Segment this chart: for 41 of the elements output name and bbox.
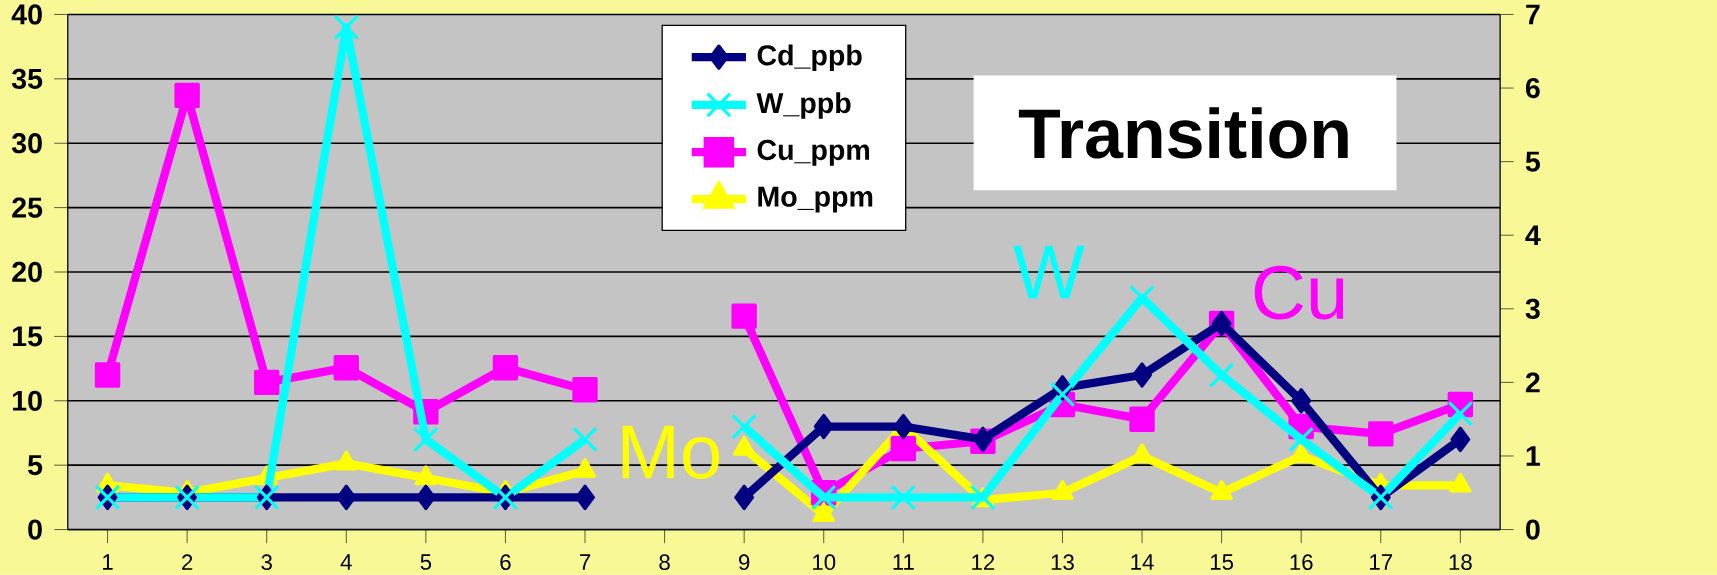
y-tick-label: 30 bbox=[11, 133, 42, 154]
legend-label: Mo_ppm bbox=[758, 186, 873, 213]
legend-label: W_ppb bbox=[756, 92, 851, 119]
y-tick-label: 0 bbox=[28, 519, 42, 540]
y-tick-label: 5 bbox=[28, 455, 43, 476]
legend-label: Cu_ppm bbox=[757, 139, 870, 166]
x-tick-label: 3 bbox=[261, 554, 272, 571]
x-tick-label: 18 bbox=[1449, 554, 1472, 571]
x-tick-label: 6 bbox=[500, 554, 511, 571]
x-tick-label: 14 bbox=[1131, 554, 1154, 570]
annotation: Transition bbox=[1018, 107, 1348, 159]
x-tick-label: 8 bbox=[659, 554, 670, 571]
annotation: Cu bbox=[1254, 265, 1344, 320]
x-tick-label: 15 bbox=[1210, 554, 1234, 570]
y2-tick-label: 2 bbox=[1525, 372, 1540, 393]
y2-tick-label: 4 bbox=[1525, 225, 1541, 246]
legend-label: Cd_ppb bbox=[757, 44, 862, 72]
x-tick-label: 4 bbox=[340, 554, 352, 570]
y2-tick-label: 0 bbox=[1526, 519, 1540, 540]
y-tick-label: 20 bbox=[12, 262, 42, 283]
y2-tick-label: 6 bbox=[1525, 78, 1540, 99]
x-tick-label: 1 bbox=[103, 554, 113, 570]
y2-tick-label: 5 bbox=[1525, 151, 1541, 172]
x-tick-label: 11 bbox=[893, 554, 914, 570]
y-tick-label: 25 bbox=[12, 197, 43, 218]
y-tick-label: 15 bbox=[13, 326, 43, 347]
x-tick-label: 9 bbox=[739, 554, 750, 571]
x-tick-label: 13 bbox=[1051, 554, 1074, 571]
x-tick-label: 16 bbox=[1290, 554, 1313, 571]
y2-tick-label: 3 bbox=[1525, 298, 1540, 320]
x-tick-label: 5 bbox=[420, 554, 432, 570]
y2-tick-label: 1 bbox=[1526, 446, 1541, 466]
y2-tick-label: 7 bbox=[1526, 4, 1540, 25]
y-tick-label: 10 bbox=[13, 390, 42, 412]
x-tick-label: 17 bbox=[1370, 554, 1393, 570]
x-tick-label: 7 bbox=[579, 554, 591, 570]
x-tick-label: 2 bbox=[182, 554, 193, 570]
y-tick-label: 35 bbox=[11, 68, 43, 90]
x-tick-label: 12 bbox=[972, 554, 995, 570]
x-tick-label: 10 bbox=[813, 554, 836, 571]
y-tick-label: 40 bbox=[11, 4, 42, 25]
